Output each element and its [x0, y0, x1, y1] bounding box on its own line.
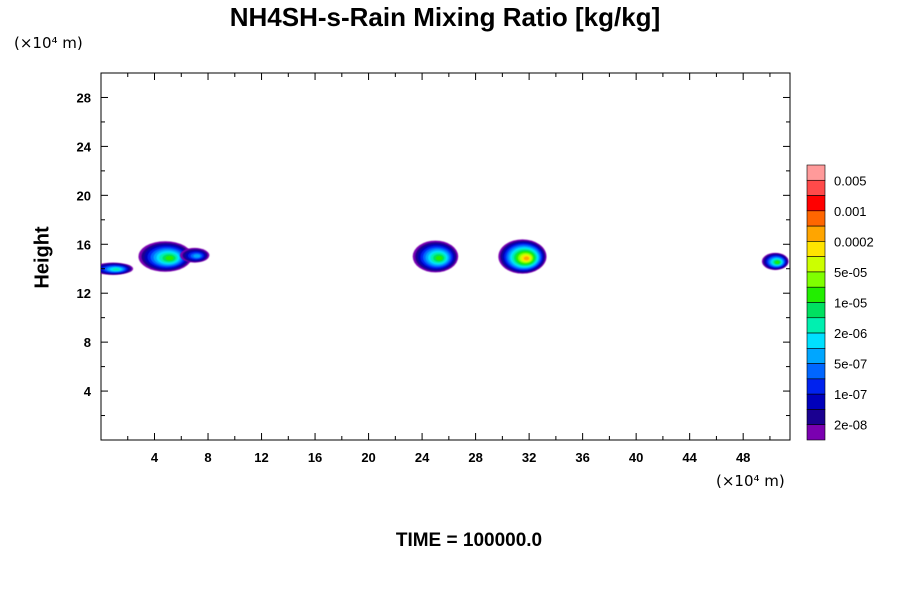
y-tick-label: 16	[77, 237, 91, 252]
colorbar-swatch	[806, 348, 826, 364]
x-tick-label: 32	[522, 450, 536, 465]
feature-level	[775, 261, 780, 264]
colorbar-swatch	[806, 225, 826, 242]
feature-1	[138, 241, 192, 272]
feature-level	[165, 255, 174, 261]
feature-5	[761, 252, 789, 270]
colorbar-swatch	[806, 286, 826, 303]
colorbar-label: 0.0002	[834, 234, 874, 249]
x-tick-label: 24	[415, 450, 430, 465]
x-axis-ticks: 4 8 12 16 20 24 28 32 36 40 44 48	[127, 73, 771, 465]
x-tick-label: 8	[204, 450, 211, 465]
x-tick-label: 40	[629, 450, 643, 465]
colorbar-swatch	[806, 363, 826, 380]
feature-4	[498, 239, 547, 274]
colorbar-swatch	[806, 164, 826, 181]
colorbar-swatch	[806, 302, 826, 319]
y-axis-ticks: 4 8 12 16 20 24 28	[77, 90, 790, 417]
colorbar-label: 0.001	[834, 204, 867, 219]
y-tick-label: 28	[77, 90, 91, 105]
chart-title: NH4SH-s-Rain Mixing Ratio [kg/kg]	[229, 2, 661, 32]
colorbar-swatch	[806, 195, 826, 212]
x-tick-label: 48	[736, 450, 750, 465]
y-tick-label: 12	[77, 286, 91, 301]
colorbar-swatch	[806, 179, 826, 196]
y-tick-label: 20	[77, 188, 91, 203]
colorbar-label: 5e-05	[834, 265, 867, 280]
data-features	[101, 239, 789, 275]
colorbar: 0.005 0.001 0.0002 5e-05 1e-05 2e-06 5e-07 1e-0…	[806, 164, 874, 441]
colorbar-label: 2e-06	[834, 326, 867, 341]
colorbar-swatch	[806, 393, 826, 410]
colorbar-label: 1e-05	[834, 296, 867, 311]
colorbar-label: 2e-08	[834, 418, 867, 433]
colorbar-swatch	[806, 317, 826, 334]
colorbar-swatch	[806, 409, 826, 426]
colorbar-label: 0.005	[834, 173, 867, 188]
colorbar-swatch	[806, 424, 826, 441]
colorbar-swatch	[806, 210, 826, 227]
colorbar-swatch	[806, 241, 826, 257]
colorbar-label: 1e-07	[834, 387, 867, 402]
y-tick-label: 4	[84, 384, 92, 399]
y-axis-unit: (×10⁴ m)	[14, 34, 83, 52]
x-tick-label: 28	[468, 450, 482, 465]
feature-2	[179, 247, 210, 263]
colorbar-swatch	[806, 256, 826, 273]
y-tick-label: 24	[77, 139, 92, 154]
x-tick-label: 4	[151, 450, 159, 465]
y-tick-label: 8	[84, 335, 91, 350]
feature-level	[435, 255, 443, 261]
time-readout: TIME = 100000.0	[395, 530, 543, 551]
feature-level	[112, 268, 120, 271]
x-tick-label: 20	[361, 450, 375, 465]
x-axis-unit: (×10⁴ m)	[716, 472, 785, 490]
feature-3	[412, 240, 459, 273]
feature-level	[193, 254, 201, 258]
x-tick-label: 44	[682, 450, 697, 465]
x-tick-label: 16	[308, 450, 322, 465]
colorbar-swatch	[806, 332, 826, 349]
x-tick-label: 36	[575, 450, 589, 465]
colorbar-swatch	[806, 271, 826, 288]
feature-0	[101, 262, 134, 275]
feature-level	[523, 256, 530, 261]
colorbar-swatch	[806, 378, 826, 395]
colorbar-label: 5e-07	[834, 357, 867, 372]
x-tick-label: 12	[254, 450, 268, 465]
